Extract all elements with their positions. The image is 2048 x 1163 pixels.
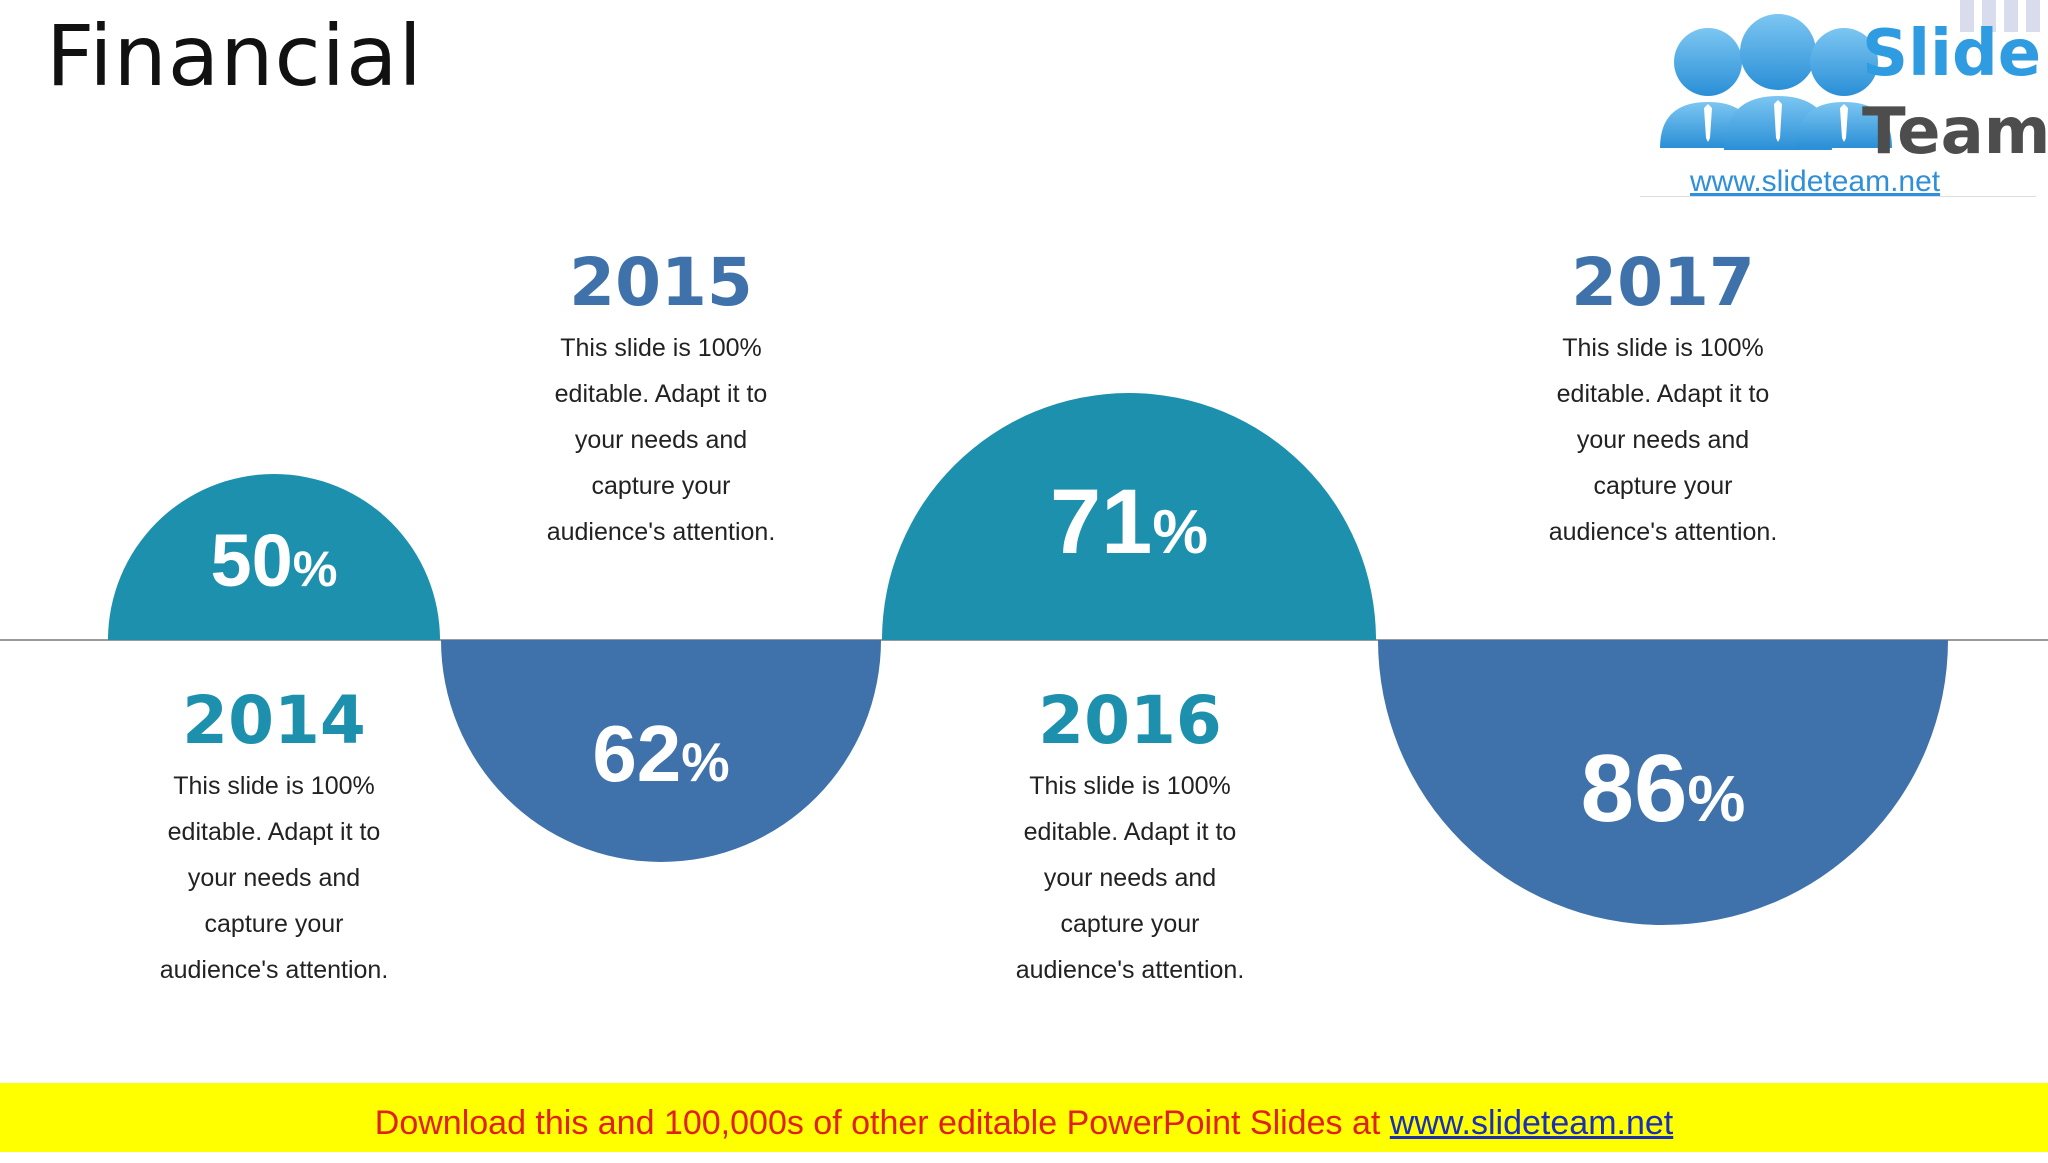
banner-link[interactable]: www.slideteam.net xyxy=(1389,1104,1674,1142)
percent-2015: 62% xyxy=(592,709,730,798)
year-2014: 2014 xyxy=(182,682,366,759)
timeline-axis xyxy=(0,639,2048,641)
percent-2016: 71% xyxy=(1050,471,1208,573)
slide-title: Financial xyxy=(46,7,423,105)
description-2016: This slide is 100% editable. Adapt it to y… xyxy=(1015,772,1245,984)
semicircle-2016 xyxy=(882,393,1376,640)
semicircle-2017 xyxy=(1378,640,1948,925)
semicircle-2015 xyxy=(441,640,881,862)
logo-url-link[interactable]: www.slideteam.net xyxy=(1690,165,1941,198)
year-2016: 2016 xyxy=(1038,682,1222,759)
download-banner: Download this and 100,000s of other edit… xyxy=(0,1083,2048,1152)
description-2015: This slide is 100% editable. Adapt it to y… xyxy=(546,334,776,546)
semicircle-2014 xyxy=(108,474,440,640)
banner-text: Download this and 100,000s of other edit… xyxy=(374,1104,1390,1142)
logo-divider xyxy=(1640,196,2036,197)
logo-word-slide: Slide xyxy=(1862,17,2042,91)
percent-2014: 50% xyxy=(210,519,338,602)
people-icon xyxy=(1660,14,1892,150)
logo-word-team: Team xyxy=(1862,95,2048,169)
year-2017: 2017 xyxy=(1571,244,1755,321)
percent-2017: 86% xyxy=(1580,735,1746,842)
description-2017: This slide is 100% editable. Adapt it to y… xyxy=(1548,334,1778,546)
year-2015: 2015 xyxy=(569,244,753,321)
description-2014: This slide is 100% editable. Adapt it to y… xyxy=(159,772,389,984)
